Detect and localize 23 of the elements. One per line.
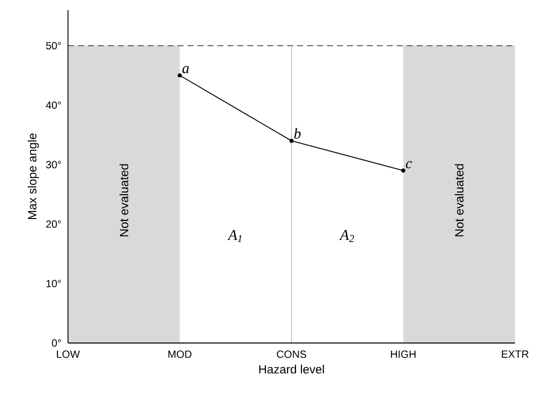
x-tick-label: EXTR [502,350,528,358]
y-tick-label: 30° [46,160,61,168]
point [178,73,182,78]
x-tick-label: MOD [168,350,192,358]
y-tick-label: 20° [46,220,61,228]
y-tick-label: 50° [46,42,61,50]
x-tick-label: CONS [276,350,306,358]
x-axis-title: Hazard level [259,364,324,374]
point [289,138,294,143]
y-tick-label: 0° [52,339,61,347]
y-tick-label: 10° [46,280,61,288]
annotation: c [406,161,412,168]
annotation: b [294,128,301,139]
annotation: A$_{1}$ [227,230,242,242]
x-tick-label: LOW [56,350,80,358]
annotation: a [182,66,189,74]
point [401,168,406,173]
band-label: Not evaluated [119,164,128,236]
y-axis-title: Max slope angle [28,134,39,220]
annotation: A$_{2}$ [339,230,354,242]
y-tick-label: 40° [46,101,61,109]
band-label: Not evaluated [454,164,464,236]
x-tick-label: HIGH [391,350,416,358]
